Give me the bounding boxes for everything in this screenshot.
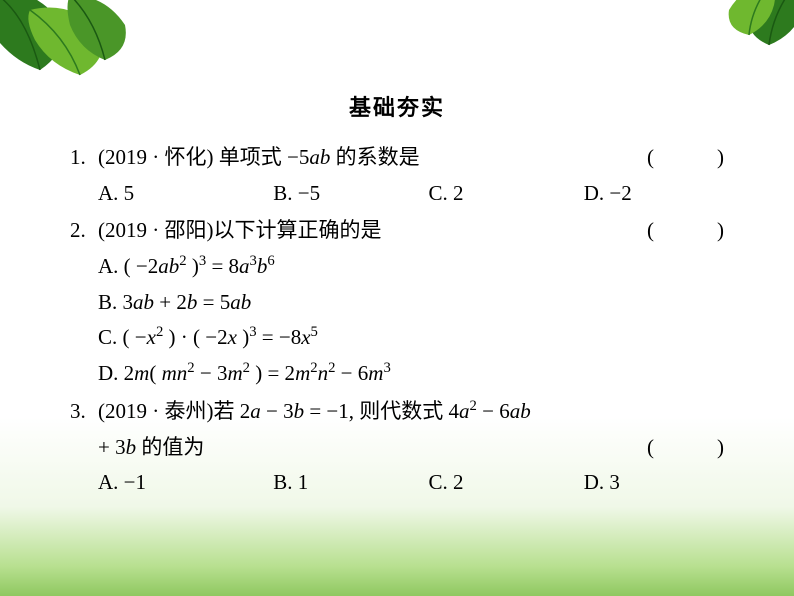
question-text: (2019 · 怀化) 单项式 −5ab 的系数是 ( )	[98, 140, 724, 176]
option-a: A. −1	[98, 465, 268, 501]
question-text-line2: + 3b 的值为 ( )	[70, 430, 724, 466]
leaf-decoration-top-right	[674, 0, 794, 70]
question-1: 1. (2019 · 怀化) 单项式 −5ab 的系数是 ( ) A. 5 B.…	[70, 140, 724, 211]
option-d: D. −2	[584, 176, 632, 212]
question-text: (2019 · 邵阳)以下计算正确的是 ( )	[98, 213, 724, 249]
options-row: A. −1 B. 1 C. 2 D. 3	[70, 465, 724, 501]
answer-blank: ( )	[647, 213, 724, 249]
content-area: 基础夯实 1. (2019 · 怀化) 单项式 −5ab 的系数是 ( ) A.…	[70, 90, 724, 503]
option-b: B. 1	[273, 465, 423, 501]
question-number: 3.	[70, 394, 98, 430]
option-a: A. 5	[98, 176, 268, 212]
option-d: D. 2m( mn2 − 3m2 ) = 2m2n2 − 6m3	[98, 356, 724, 392]
section-title: 基础夯实	[70, 90, 724, 122]
option-b: B. −5	[273, 176, 423, 212]
answer-blank: ( )	[647, 430, 724, 466]
question-number: 2.	[70, 213, 98, 249]
question-number: 1.	[70, 140, 98, 176]
option-c: C. 2	[429, 465, 579, 501]
option-b: B. 3ab + 2b = 5ab	[98, 285, 724, 321]
question-text: (2019 · 泰州)若 2a − 3b = −1, 则代数式 4a2 − 6a…	[98, 394, 724, 430]
option-d: D. 3	[584, 465, 620, 501]
option-c: C. ( −x2 ) · ( −2x )3 = −8x5	[98, 320, 724, 356]
option-a: A. ( −2ab2 )3 = 8a3b6	[98, 249, 724, 285]
answer-blank: ( )	[647, 140, 724, 176]
options-column: A. ( −2ab2 )3 = 8a3b6 B. 3ab + 2b = 5ab …	[70, 249, 724, 392]
options-row: A. 5 B. −5 C. 2 D. −2	[70, 176, 724, 212]
question-3: 3. (2019 · 泰州)若 2a − 3b = −1, 则代数式 4a2 −…	[70, 394, 724, 501]
question-2: 2. (2019 · 邵阳)以下计算正确的是 ( ) A. ( −2ab2 )3…	[70, 213, 724, 391]
option-c: C. 2	[429, 176, 579, 212]
